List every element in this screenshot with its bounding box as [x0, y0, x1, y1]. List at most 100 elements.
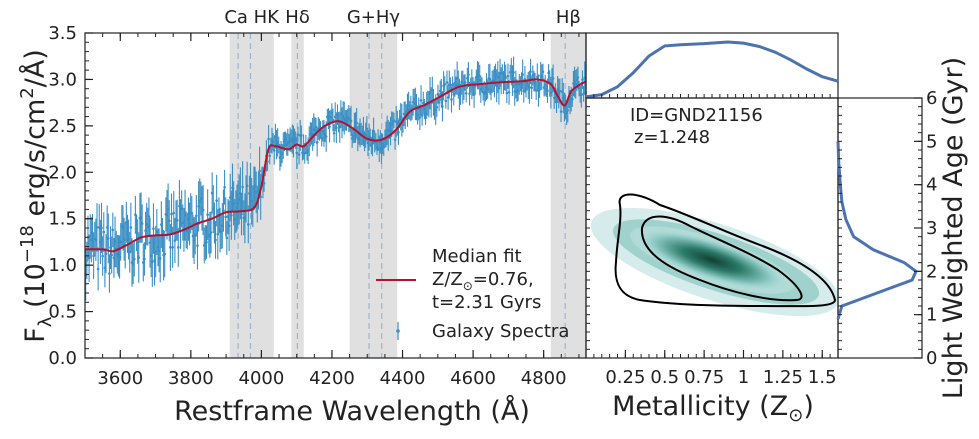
age-tick-label: 0: [926, 348, 937, 369]
x-tick-label: 4400: [380, 368, 426, 389]
spectrum-point: [295, 151, 299, 155]
spectrum-point: [546, 89, 549, 93]
spectrum-point: [512, 71, 515, 74]
x-tick-label: 4000: [239, 368, 285, 389]
spectrum-point: [158, 257, 162, 260]
spectrum-point: [225, 236, 229, 240]
spectrum-point: [100, 226, 103, 230]
spectrum-point: [467, 73, 470, 76]
age-tick-label: 2: [926, 261, 937, 282]
joint-density-panel: ID=GND21156 z=1.248 0.25 0.5 0.75 1 1.25 1.5 …: [585, 97, 839, 426]
y-tick-label: 3.0: [48, 69, 77, 90]
spectrum-y-ticks: 0.0 0.5 1.0 1.5 2.0 2.5 3.0 3.5: [48, 23, 93, 369]
metallicity-tick-label: 1.5: [808, 367, 837, 388]
spectrum-point: [459, 92, 462, 96]
spectrum-point: [268, 154, 272, 158]
spectrum-point: [170, 212, 173, 216]
spectrum-point: [102, 230, 106, 234]
spectrum-point: [147, 215, 151, 218]
spectrum-point: [505, 91, 509, 95]
spectrum-point: [246, 223, 250, 226]
spectrum-point: [106, 237, 110, 240]
band-label-0: Ca HK: [224, 7, 280, 28]
spectrum-point: [216, 232, 220, 236]
x-tick-label: 3600: [97, 368, 143, 389]
spectrum-point: [215, 199, 218, 202]
spectrum-point: [296, 133, 300, 136]
spectrum-point: [297, 153, 301, 156]
spectrum-point: [559, 110, 563, 113]
legend-fit-label-1: Median fit: [432, 246, 522, 267]
spectrum-point: [230, 213, 233, 217]
spectrum-point: [581, 78, 584, 81]
spectrum-point: [176, 246, 180, 249]
band-labels: Ca HK Hδ G+Hγ Hβ: [224, 7, 581, 28]
spectrum-point: [205, 240, 208, 244]
y-tick-label: 0.5: [48, 302, 77, 323]
spectrum-point: [152, 227, 155, 230]
spectrum-point: [420, 114, 424, 117]
spectrum-point: [332, 131, 336, 135]
spectrum-point: [504, 76, 507, 80]
legend: Median fit Z/Z⊙=0.76, t=2.31 Gyrs Galaxy…: [376, 246, 569, 342]
band-label-3: Hβ: [556, 7, 581, 28]
band-label-1: Hδ: [285, 7, 310, 28]
x-tick-label: 3800: [168, 368, 214, 389]
density-field: [590, 193, 838, 317]
band-label-2: G+Hγ: [347, 7, 401, 28]
galaxy-spectrum: [84, 56, 587, 301]
spectrum-point: [227, 224, 231, 228]
spectrum-point: [580, 93, 583, 97]
spectrum-point: [108, 272, 111, 275]
spectrum-point: [445, 81, 449, 84]
spectrum-point: [151, 260, 154, 264]
spectrum-point: [488, 77, 492, 81]
spectrum-point: [104, 252, 108, 255]
spectrum-point: [224, 215, 228, 219]
y-tick-label: 0.0: [48, 348, 77, 369]
spectrum-point: [171, 246, 174, 249]
legend-fit-label-3: t=2.31 Gyrs: [432, 292, 541, 313]
age-y-ticks: 0 1 2 3 4 5 6: [838, 88, 937, 369]
spectrum-point: [195, 214, 198, 218]
spectrum-point: [530, 86, 533, 89]
spectrum-point: [331, 118, 335, 122]
spectrum-point: [206, 213, 209, 216]
metallicity-x-label: Metallicity (Z⊙): [612, 391, 814, 426]
metallicity-marginal-curve: [585, 40, 839, 99]
spectrum-point: [245, 184, 249, 188]
spectrum-point: [335, 126, 338, 129]
metallicity-tick-label: 0.5: [650, 367, 679, 388]
spectrum-panel: 3600 3800 4000 4200 4400 4600 4800 0.0 0.5 1.0 1.…: [17, 7, 587, 427]
spectrum-point: [463, 81, 467, 84]
x-tick-label: 4200: [309, 368, 355, 389]
spectrum-point: [397, 131, 400, 134]
age-marginal-curve: [836, 141, 918, 320]
spectrum-point: [272, 149, 276, 152]
spectrum-point: [521, 73, 524, 76]
spectrum-point: [190, 211, 194, 215]
metallicity-marginal: [585, 32, 839, 99]
spectrum-point: [507, 90, 511, 94]
x-tick-label: 4800: [521, 368, 567, 389]
spectrum-point: [464, 91, 468, 95]
spectrum-point: [506, 74, 510, 78]
spectrum-point: [196, 244, 199, 247]
spectrum-point: [267, 137, 270, 141]
metallicity-tick-label: 0.75: [684, 367, 724, 388]
spectrum-point: [444, 99, 448, 103]
spectrum-point: [450, 98, 453, 101]
redshift-label: z=1.248: [634, 127, 710, 148]
y-tick-label: 3.5: [48, 23, 77, 44]
inner-contour: [640, 215, 803, 302]
metallicity-tick-label: 1.25: [763, 367, 803, 388]
spectrum-point: [576, 76, 580, 79]
spectrum-point: [529, 70, 532, 73]
y-tick-label: 2.0: [48, 162, 77, 183]
metallicity-x-ticks: 0.25 0.5 0.75 1 1.25 1.5: [586, 106, 837, 388]
spectrum-point: [449, 83, 452, 87]
metallicity-tick-label: 1: [738, 367, 749, 388]
age-tick-label: 1: [926, 305, 937, 326]
spectrum-point: [214, 238, 217, 242]
spectrum-point: [468, 92, 471, 96]
